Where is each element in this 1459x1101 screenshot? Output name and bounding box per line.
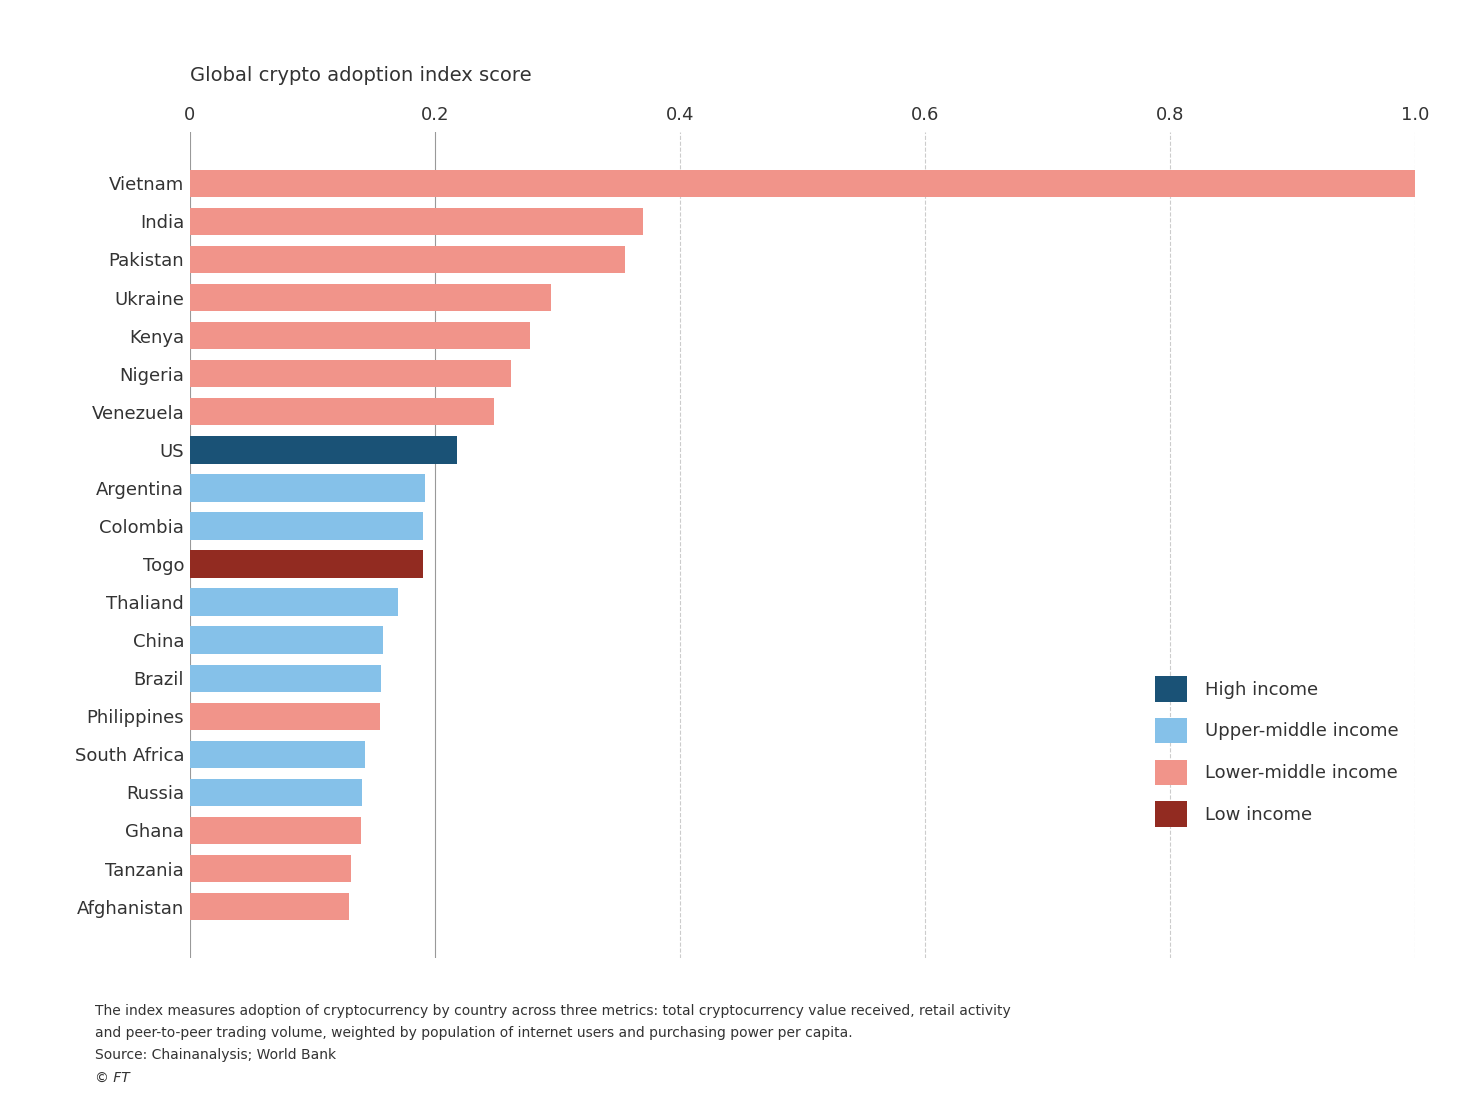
Bar [190, 360, 511, 388]
Text: © FT: © FT [95, 1070, 130, 1084]
Bar [190, 665, 381, 691]
Text: The index measures adoption of cryptocurrency by country across three metrics: t: The index measures adoption of cryptocur… [95, 1004, 1011, 1018]
Bar [190, 702, 379, 730]
Text: Global crypto adoption index score: Global crypto adoption index score [190, 66, 531, 85]
Bar [190, 778, 362, 806]
Bar [190, 399, 493, 425]
Bar [190, 893, 349, 920]
Bar [190, 475, 425, 502]
Bar [190, 512, 423, 539]
Text: and peer-to-peer trading volume, weighted by population of internet users and pu: and peer-to-peer trading volume, weighte… [95, 1026, 852, 1040]
Bar [190, 208, 643, 236]
Bar [190, 170, 1415, 197]
Legend: High income, Upper-middle income, Lower-middle income, Low income: High income, Upper-middle income, Lower-… [1148, 668, 1406, 835]
Text: Source: Chainanalysis; World Bank: Source: Chainanalysis; World Bank [95, 1048, 336, 1062]
Bar [190, 246, 624, 273]
Bar [190, 817, 362, 844]
Bar [190, 321, 531, 349]
Bar [190, 436, 457, 464]
Bar [190, 550, 423, 578]
Bar [190, 741, 365, 768]
Bar [190, 626, 384, 654]
Bar [190, 854, 352, 882]
Bar [190, 284, 552, 312]
Bar [190, 588, 398, 615]
